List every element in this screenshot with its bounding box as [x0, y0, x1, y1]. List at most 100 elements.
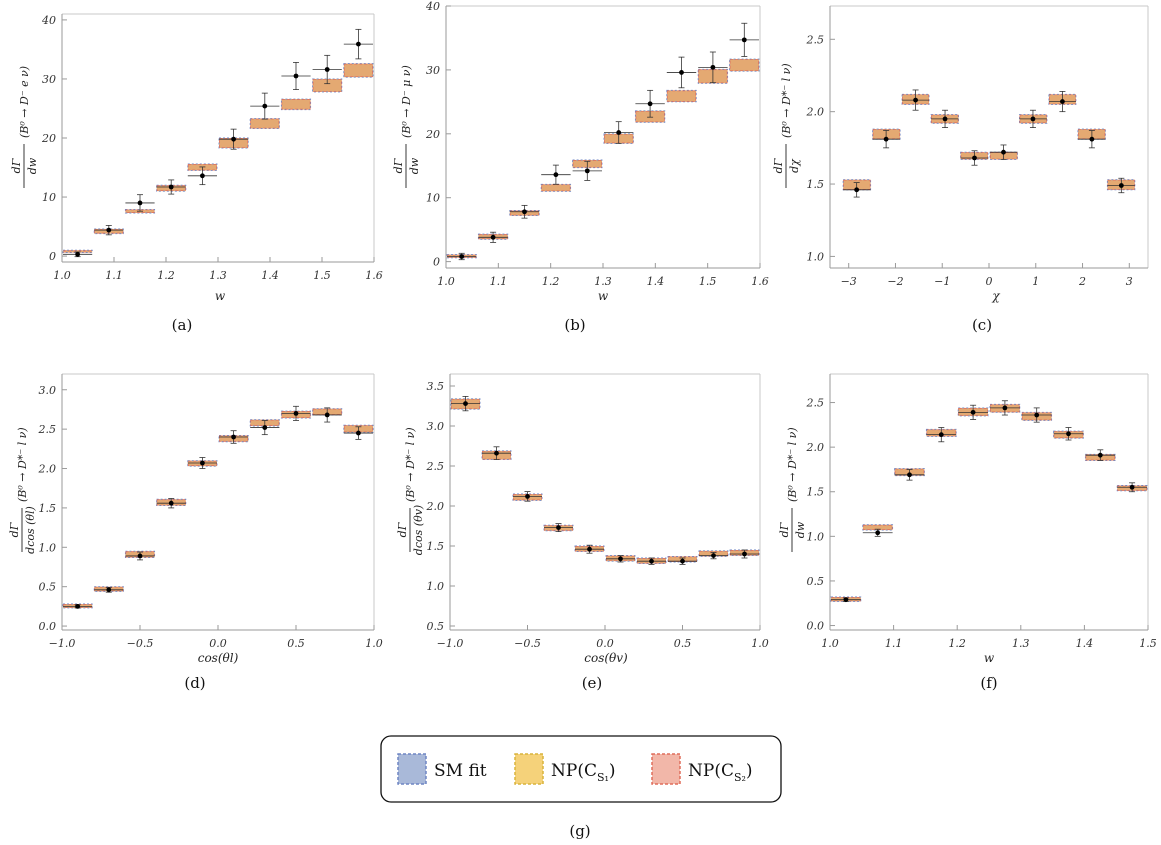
- x-tick-label: 0.0: [209, 637, 227, 650]
- x-tick-label: 1.0: [437, 275, 455, 288]
- data-point: [1066, 431, 1071, 437]
- data-point: [1034, 412, 1040, 418]
- prediction-box-sm-edge: [729, 58, 760, 72]
- y-tick-label: 0.5: [427, 620, 445, 633]
- chart-panel-f: 1.0 1.1 1.2 1.3 1.4 1.5 0.0 0.5 1.0 1.5 2.0 2.5 w dΓ d…: [778, 373, 1157, 692]
- data-point: [168, 500, 174, 506]
- x-tick-label: 1.4: [261, 269, 279, 282]
- prediction-box: [312, 78, 342, 92]
- legend-label-np-cs2-main: NP(C: [688, 761, 734, 781]
- x-tick-label: −0.5: [127, 637, 154, 650]
- data-point: [525, 494, 530, 499]
- prediction-box-np-edge: [572, 160, 602, 168]
- legend-swatch-np-cs1: [514, 753, 544, 785]
- prediction-box-sm-edge: [842, 179, 872, 191]
- data-point: [75, 251, 80, 257]
- legend-label-np-cs2-close: ): [746, 761, 753, 781]
- x-tick-label: 0.5: [674, 637, 692, 650]
- prediction-box-np-edge: [482, 450, 511, 460]
- x-tick-label: 1.6: [365, 269, 383, 282]
- x-tick-label: 1: [1032, 275, 1039, 288]
- data-point: [938, 432, 944, 438]
- x-tick-label: −1: [934, 275, 950, 288]
- prediction-box-np-edge: [926, 429, 957, 437]
- prediction-box: [63, 250, 93, 253]
- prediction-box-np-edge: [635, 110, 665, 123]
- x-tick-label: 1.4: [1076, 637, 1094, 650]
- legend-label-np-cs1-sub: S₁: [597, 771, 609, 784]
- x-tick-label: 1.0: [53, 269, 71, 282]
- y-tick-label: 1.5: [807, 486, 825, 499]
- y-tick-label: 0.0: [39, 620, 57, 633]
- data-point: [293, 410, 299, 416]
- data-point: [970, 409, 976, 415]
- prediction-box-np-edge: [281, 99, 311, 110]
- x-tick-label: 1.2: [948, 637, 966, 650]
- data-point: [168, 184, 174, 190]
- prediction-box-np-edge: [125, 209, 155, 213]
- x-tick-label: 1.3: [594, 275, 612, 288]
- data-point: [262, 103, 268, 109]
- x-tick-label: −2: [887, 275, 903, 288]
- data-point: [741, 37, 747, 43]
- legend-label-np-cs2: NP(CS₂): [688, 761, 753, 784]
- x-axis-label: χ: [991, 289, 1000, 303]
- data-point: [913, 97, 918, 103]
- data-point: [556, 525, 561, 530]
- x-tick-label: −1.0: [437, 637, 464, 650]
- x-tick-label: 1.5: [1139, 637, 1157, 650]
- data-point: [137, 200, 143, 206]
- legend-caption: (g): [569, 822, 590, 840]
- data-point: [137, 553, 143, 559]
- y-tick-label: 0.5: [807, 575, 825, 588]
- prediction-box-sm-edge: [1116, 485, 1148, 492]
- x-tick-label: 1.5: [699, 275, 717, 288]
- prediction-box: [343, 63, 373, 78]
- data-point: [293, 73, 299, 79]
- y-axis-label: dΓ dw (B⁰ → D*⁻ l ν): [778, 427, 807, 552]
- data-point: [459, 254, 465, 259]
- prediction-box-sm-edge: [156, 498, 187, 506]
- x-tick-label: 1.2: [542, 275, 560, 288]
- x-tick-label: 1.1: [105, 269, 123, 282]
- prediction-box-np-edge: [872, 129, 900, 140]
- data-point: [907, 472, 912, 478]
- y-tick-label: 2.0: [806, 106, 825, 119]
- x-axis-label: cos(θv): [584, 651, 628, 665]
- y-label-denominator: dw: [408, 157, 421, 174]
- prediction-box-np-edge: [1085, 454, 1116, 461]
- data-point: [356, 430, 361, 436]
- data-point: [463, 401, 468, 406]
- data-point: [616, 130, 622, 135]
- data-point: [942, 116, 948, 122]
- prediction-box-sm-edge: [1053, 430, 1084, 439]
- panel-caption: (c): [972, 316, 992, 334]
- data-point: [490, 234, 496, 240]
- y-tick-label: 40: [425, 0, 440, 13]
- y-tick-label: 1.0: [427, 580, 445, 593]
- legend: SM fit NP(CS₁) NP(CS₂) (g): [380, 735, 782, 840]
- data-point: [972, 155, 977, 161]
- prediction-box-sm-edge: [666, 89, 697, 103]
- y-tick-label: 2.0: [38, 463, 57, 476]
- y-tick-label: 3.5: [427, 380, 445, 393]
- prediction-box-sm-edge: [1077, 128, 1106, 140]
- y-label-process: (B⁰ → D⁻ e ν): [18, 66, 31, 138]
- prediction-box-sm-edge: [124, 550, 156, 558]
- panel-caption: (d): [184, 674, 205, 692]
- y-tick-label: 40: [41, 14, 56, 27]
- y-tick-label: 1.5: [427, 540, 445, 553]
- y-tick-label: 0.0: [807, 620, 825, 633]
- y-label-numerator: dΓ: [778, 522, 791, 537]
- prediction-box-sm-edge: [218, 434, 249, 443]
- y-tick-label: 10: [42, 191, 56, 204]
- x-axis-label: w: [984, 651, 995, 665]
- prediction-box-sm-edge: [572, 159, 603, 169]
- x-axis-label: cos(θl): [198, 651, 239, 665]
- x-tick-label: 3: [1126, 275, 1133, 288]
- y-tick-label: 10: [426, 192, 440, 205]
- y-tick-label: 2.0: [806, 441, 825, 454]
- prediction-box: [281, 99, 311, 110]
- panel-caption: (a): [172, 316, 193, 334]
- data-point: [1030, 116, 1036, 122]
